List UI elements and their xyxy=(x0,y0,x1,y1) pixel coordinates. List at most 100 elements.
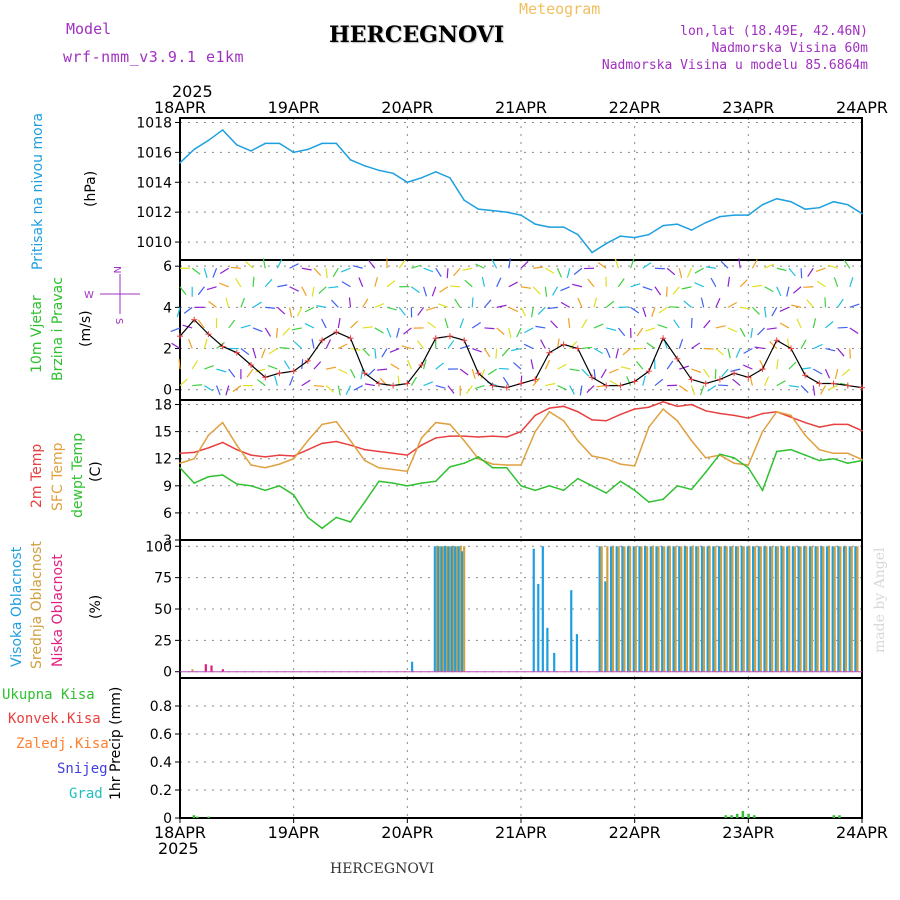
series-point xyxy=(633,408,636,410)
wind-arrow xyxy=(501,348,510,357)
cloud-bar-visoka-oblacnost xyxy=(837,546,840,672)
cloud-bar-niska-oblacnost xyxy=(210,665,213,672)
series-point xyxy=(207,139,210,142)
y-tick-label: 0 xyxy=(163,811,172,827)
cloud-bar-srednja-oblacnost xyxy=(850,546,853,672)
wind-arrow xyxy=(766,327,777,330)
wind-arrow xyxy=(743,348,753,354)
series-point xyxy=(520,485,522,487)
wind-arrow xyxy=(252,301,262,308)
wind-arrow xyxy=(411,286,420,294)
wind-arrow xyxy=(796,318,802,329)
wind-arrow xyxy=(225,297,230,308)
series-point xyxy=(434,421,437,424)
series-point xyxy=(605,457,608,460)
wind-arrow xyxy=(230,266,241,269)
cloud-bar-visoka-oblacnost xyxy=(644,546,647,672)
wind-arrow xyxy=(313,384,324,388)
wind-arrow xyxy=(569,341,578,349)
cloud-bar-visoka-oblacnost xyxy=(546,627,549,672)
series-point xyxy=(676,405,679,408)
wind-arrow xyxy=(401,345,412,350)
cloud-bar-srednja-oblacnost xyxy=(439,546,442,672)
wind-arrow xyxy=(720,260,729,269)
wind-arrow xyxy=(764,263,774,269)
series-point xyxy=(520,214,522,216)
wind-arrow xyxy=(666,360,674,370)
wind-arrow xyxy=(587,278,595,288)
wind-arrow xyxy=(216,342,225,350)
wind-arrow xyxy=(228,368,236,378)
wind-arrow xyxy=(581,318,588,329)
wind-arrow xyxy=(454,298,461,308)
wind-arrow xyxy=(837,348,845,357)
y-tick-label: 3 xyxy=(163,533,172,549)
wind-arrow xyxy=(825,321,834,329)
wind-arrow xyxy=(338,368,348,375)
cloud-bar-visoka-oblacnost xyxy=(746,546,749,672)
wind-arrow xyxy=(672,286,680,295)
wind-arrow xyxy=(581,368,590,377)
cloud-bar-srednja-oblacnost xyxy=(776,546,779,672)
series-point xyxy=(832,423,835,426)
wind-arrow xyxy=(386,327,392,338)
wind-arrow xyxy=(341,281,351,288)
station-title: HERCEGNOVI xyxy=(329,22,505,48)
panel-frame xyxy=(179,399,863,541)
wind-arrow xyxy=(636,327,644,337)
cloud-bar-srednja-oblacnost xyxy=(839,546,842,672)
wind-arrow xyxy=(191,360,198,370)
wind-arrow xyxy=(651,307,656,318)
wind-arrow xyxy=(593,323,604,329)
cloud-bar-srednja-oblacnost xyxy=(844,546,848,672)
cloud-bar-visoka-oblacnost xyxy=(447,546,450,672)
wind-arrow xyxy=(691,342,701,350)
model-label: Model xyxy=(66,20,112,38)
y-tick-label: 75 xyxy=(154,571,172,587)
wind-arrow xyxy=(793,286,802,294)
wind-arrow xyxy=(556,268,562,278)
series-point xyxy=(591,455,593,457)
wind-arrow xyxy=(690,385,696,396)
series-point xyxy=(250,464,252,466)
series-point xyxy=(207,447,210,449)
y-tick-label: 50 xyxy=(154,602,172,618)
cloud-bar-visoka-oblacnost xyxy=(797,546,800,672)
wind-arrow xyxy=(362,348,370,357)
wind-arrow xyxy=(617,327,626,337)
wind-arrow xyxy=(311,286,315,297)
wind-arrow xyxy=(438,303,449,308)
series-point xyxy=(733,414,735,417)
cloud-bar-visoka-oblacnost xyxy=(723,546,726,672)
wind-arrow xyxy=(678,385,688,392)
wind-arrow xyxy=(345,385,352,395)
wind-arrow xyxy=(751,306,760,315)
series-point xyxy=(591,419,593,421)
year-bottom: 2025 xyxy=(158,839,199,858)
wind-arrow xyxy=(318,286,327,295)
wind-arrow xyxy=(617,278,625,288)
y-tick-label: 6 xyxy=(163,259,172,275)
wind-arrow xyxy=(179,378,188,387)
series-point xyxy=(818,448,821,451)
cloud-bar-visoka-oblacnost xyxy=(854,546,857,672)
wind-arrow xyxy=(703,347,714,350)
precip-bar xyxy=(207,816,210,818)
series-point xyxy=(491,435,494,437)
legend-conv-rain: Konvek.Kisa xyxy=(8,711,101,727)
wind-arrow xyxy=(262,258,266,269)
wind-arrow xyxy=(569,385,575,395)
wind-arrow xyxy=(703,368,710,378)
wind-arrow xyxy=(727,327,738,333)
cloud-bar-srednja-oblacnost xyxy=(788,546,791,672)
x-tick-label-top: 18APR xyxy=(154,98,206,117)
wind-arrow xyxy=(776,286,782,297)
series-point xyxy=(562,226,565,228)
cloud-bar-srednja-oblacnost xyxy=(816,546,819,672)
series-point xyxy=(392,468,394,471)
wind-arrow xyxy=(545,382,556,387)
x-tick-label-bottom: 22APR xyxy=(609,823,661,842)
wind-arrow xyxy=(170,327,181,333)
cloud-bar-visoka-oblacnost xyxy=(570,590,573,672)
